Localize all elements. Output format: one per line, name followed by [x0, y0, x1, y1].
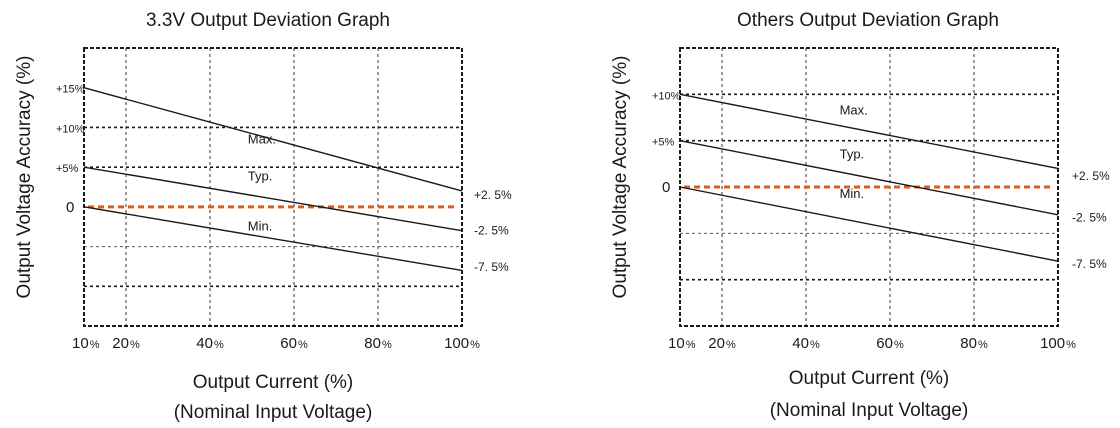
x-tick-label: 80% — [364, 335, 392, 352]
plot-frame — [83, 47, 463, 327]
series-label: Min. — [840, 186, 865, 201]
x-tick-number: 40 — [196, 335, 213, 352]
series-label: Max. — [840, 103, 868, 118]
right-end-label: -7. 5% — [474, 260, 509, 274]
chart-title: Others Output Deviation Graph — [737, 10, 999, 31]
x-tick-label: 100% — [444, 335, 480, 352]
x-tick-label: 60% — [280, 335, 308, 352]
y-tick-label: 0 — [66, 199, 74, 216]
x-tick-unit: % — [130, 339, 140, 351]
x-axis-sublabel: (Nominal Input Voltage) — [174, 402, 373, 423]
x-tick-label: 60% — [876, 335, 904, 352]
y-tick-label: +15% — [56, 84, 85, 96]
series-line-min — [679, 186, 1059, 262]
x-tick-label: 100% — [1040, 335, 1076, 352]
chart-2: Others Output Deviation Graph Output Volt… — [610, 10, 1110, 421]
x-tick-unit: % — [1066, 339, 1076, 351]
x-tick-unit: % — [686, 339, 696, 351]
x-tick-unit: % — [810, 339, 820, 351]
x-tick-number: 20 — [708, 335, 725, 352]
series-label: Typ. — [840, 146, 865, 161]
x-tick-label: 10% — [668, 335, 696, 352]
x-tick-label: 40% — [792, 335, 820, 352]
right-end-label: -2. 5% — [1072, 211, 1107, 225]
x-tick-number: 80 — [960, 335, 977, 352]
x-tick-unit: % — [726, 339, 736, 351]
x-axis-label: Output Current (%) — [789, 368, 950, 389]
y-tick-label: +5% — [56, 163, 79, 175]
series-line-typ — [679, 139, 1059, 216]
x-axis-sublabel: (Nominal Input Voltage) — [770, 400, 969, 421]
x-tick-unit: % — [894, 339, 904, 351]
y-axis-label: Output Voltage Accuracy (%) — [14, 56, 35, 299]
y-tick-label: 0 — [662, 179, 670, 196]
series-label: Max. — [248, 131, 276, 146]
series-label: Typ. — [248, 169, 273, 184]
y-tick-label: +10% — [652, 90, 681, 102]
x-tick-unit: % — [298, 339, 308, 351]
chart-title: 3.3V Output Deviation Graph — [146, 10, 390, 31]
x-tick-number: 40 — [792, 335, 809, 352]
series-label: Min. — [248, 219, 273, 234]
x-tick-number: 80 — [364, 335, 381, 352]
right-end-label: -2. 5% — [474, 224, 509, 238]
x-tick-label: 10% — [72, 335, 100, 352]
x-tick-label: 40% — [196, 335, 224, 352]
series-line-typ — [83, 166, 463, 232]
x-tick-number: 100 — [1040, 335, 1065, 352]
x-axis-label: Output Current (%) — [193, 372, 354, 393]
right-end-label: -7. 5% — [1072, 257, 1107, 271]
y-axis-label: Output Voltage Accuracy (%) — [610, 56, 631, 299]
x-tick-label: 80% — [960, 335, 988, 352]
series-line-max — [679, 93, 1059, 170]
x-tick-number: 100 — [444, 335, 469, 352]
series-line-max — [83, 87, 463, 192]
x-tick-number: 60 — [876, 335, 893, 352]
x-tick-number: 10 — [668, 335, 685, 352]
x-tick-unit: % — [214, 339, 224, 351]
right-end-label: +2. 5% — [1072, 169, 1110, 183]
y-tick-label: +5% — [652, 137, 675, 149]
x-tick-unit: % — [978, 339, 988, 351]
x-tick-unit: % — [382, 339, 392, 351]
x-tick-unit: % — [470, 339, 480, 351]
x-tick-number: 60 — [280, 335, 297, 352]
y-tick-label: +10% — [56, 123, 85, 135]
x-tick-label: 20% — [708, 335, 736, 352]
chart-1: 3.3V Output Deviation Graph Output Voltag… — [14, 10, 512, 423]
right-end-label: +2. 5% — [474, 188, 512, 202]
x-tick-label: 20% — [112, 335, 140, 352]
series-line-min — [83, 206, 463, 272]
x-tick-number: 10 — [72, 335, 89, 352]
x-tick-number: 20 — [112, 335, 129, 352]
x-tick-unit: % — [90, 339, 100, 351]
